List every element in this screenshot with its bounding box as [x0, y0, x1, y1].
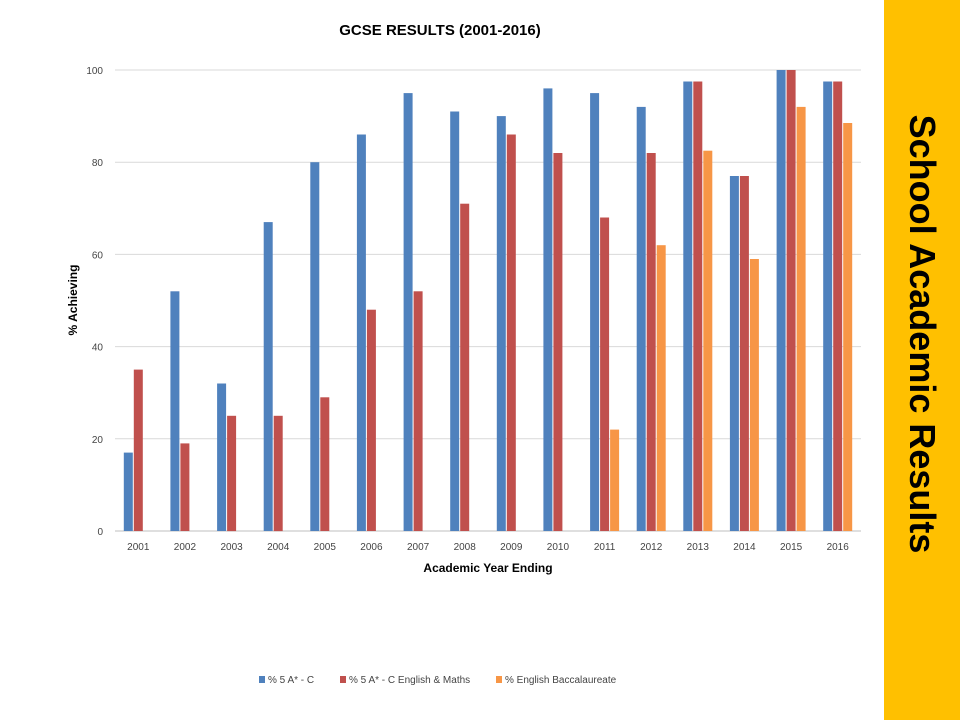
y-tick-label: 100 [86, 66, 103, 77]
bar-series-1-2001 [123, 452, 133, 531]
bar-series-2-2002 [180, 443, 190, 531]
x-tick-label: 2004 [267, 542, 290, 553]
bar-series-1-2013 [683, 81, 693, 531]
bar-series-1-2007 [403, 93, 413, 531]
bar-series-2-2004 [273, 415, 283, 532]
bar-series-1-2010 [543, 88, 553, 532]
gridlines [115, 69, 861, 532]
legend-label-3: % English Baccalaureate [505, 675, 617, 686]
bar-series-3-2016 [843, 123, 853, 531]
legend-swatch-2 [340, 676, 346, 683]
x-tick-label: 2007 [407, 542, 430, 553]
bar-series-2-2010 [553, 153, 563, 531]
bar-series-3-2014 [749, 259, 759, 531]
y-tick-label: 0 [97, 527, 103, 538]
y-axis-ticks: 0 20 40 60 80 100 [86, 66, 103, 538]
y-tick-label: 60 [92, 250, 104, 261]
bar-series-2-2007 [413, 291, 423, 531]
legend: % 5 A* - C % 5 A* - C English & Maths % En… [259, 675, 617, 686]
bar-series-1-2014 [729, 176, 739, 531]
x-tick-label: 2002 [174, 542, 197, 553]
y-tick-label: 20 [92, 435, 104, 446]
bar-series-1-2004 [263, 222, 273, 531]
bar-series-1-2012 [636, 106, 646, 532]
x-tick-label: 2010 [547, 542, 570, 553]
x-tick-label: 2008 [454, 542, 477, 553]
bar-series-1-2011 [590, 93, 600, 531]
bar-series-2-2006 [366, 309, 376, 531]
bar-series-1-2016 [823, 81, 833, 531]
y-tick-label: 80 [92, 158, 104, 169]
bar-series-2-2013 [693, 81, 703, 531]
bar-series-3-2015 [796, 106, 806, 532]
chart-title: GCSE RESULTS (2001-2016) [339, 22, 541, 39]
legend-label-1: % 5 A* - C [268, 675, 314, 686]
side-banner-title: School Academic Results [902, 114, 943, 554]
bar-series-2-2008 [460, 203, 470, 531]
x-tick-label: 2006 [360, 542, 383, 553]
side-banner: School Academic Results [884, 0, 960, 720]
x-tick-label: 2013 [687, 542, 710, 553]
bar-series-3-2012 [656, 245, 666, 531]
x-tick-label: 2012 [640, 542, 663, 553]
x-tick-label: 2009 [500, 542, 523, 553]
bar-series-2-2014 [739, 176, 749, 531]
bar-series-1-2015 [776, 70, 786, 531]
bar-series-1-2009 [496, 116, 506, 531]
bar-series-2-2015 [786, 70, 796, 531]
bar-series-1-2002 [170, 291, 180, 531]
bar-series-2-2005 [320, 397, 330, 531]
legend-swatch-3 [496, 676, 502, 683]
x-axis-ticks: 2001 2002 2003 2004 2005 2006 2007 2008 2009 2010… [127, 542, 849, 553]
bar-series-2-2001 [133, 369, 143, 531]
bar-series-1-2008 [450, 111, 460, 531]
bar-series-2-2011 [600, 217, 610, 531]
x-tick-label: 2011 [594, 542, 616, 553]
y-axis-label: % Achieving [66, 265, 80, 336]
bar-series-1-2005 [310, 162, 320, 531]
bar-series-2-2012 [646, 153, 656, 531]
x-tick-label: 2005 [314, 542, 337, 553]
bar-series-1-2003 [217, 383, 227, 531]
bar-series-3-2013 [703, 150, 713, 531]
x-tick-label: 2015 [780, 542, 803, 553]
x-axis-label: Academic Year Ending [423, 561, 552, 575]
x-tick-label: 2016 [827, 542, 850, 553]
x-tick-label: 2003 [220, 542, 243, 553]
legend-swatch-1 [259, 676, 265, 683]
y-tick-label: 40 [92, 343, 104, 354]
bar-series-1-2006 [356, 134, 366, 531]
bars [123, 70, 853, 532]
bar-series-2-2003 [227, 415, 237, 532]
legend-label-2: % 5 A* - C English & Maths [349, 675, 470, 686]
bar-series-3-2011 [610, 429, 620, 531]
bar-series-2-2016 [833, 81, 843, 531]
bar-series-2-2009 [506, 134, 516, 531]
x-tick-label: 2014 [733, 542, 756, 553]
x-tick-label: 2001 [127, 542, 150, 553]
